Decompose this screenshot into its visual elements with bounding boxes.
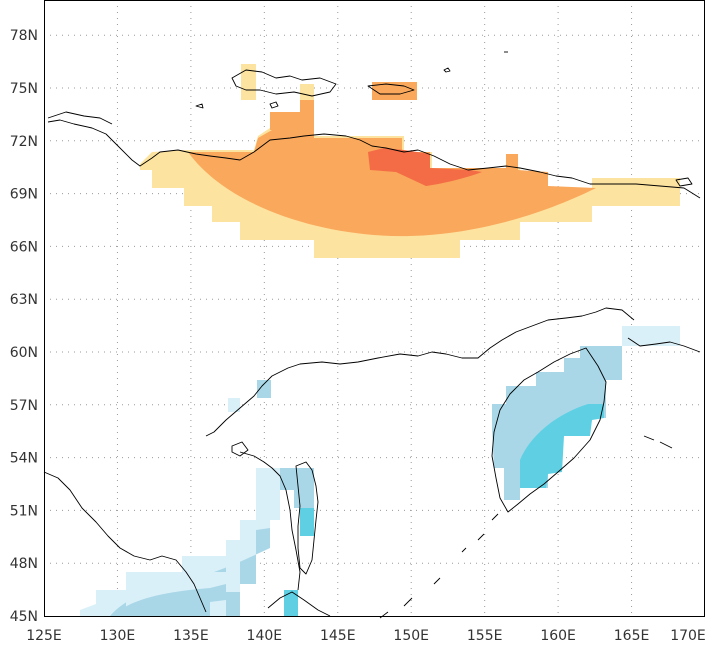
mainland-coastline: [43, 471, 207, 613]
arctic-isle-2: [269, 101, 279, 109]
y-tick-label: 57N: [10, 398, 38, 414]
x-tick-label: 165E: [614, 628, 650, 644]
new-siberian-islands-2: [367, 83, 415, 95]
y-tick-label: 60N: [10, 345, 38, 361]
x-tick-label: 160E: [540, 628, 576, 644]
kamchatka-pale-patch: [622, 326, 680, 346]
y-tick-label: 78N: [10, 28, 38, 44]
okhotsk-light-patch: [257, 380, 271, 398]
coastlines: [43, 51, 701, 619]
kuril-islands: [379, 513, 499, 619]
y-tick-label: 48N: [10, 556, 38, 572]
commander-islands: [643, 435, 673, 449]
x-tick-label: 130E: [100, 628, 136, 644]
sakhalin-strong-field: [300, 508, 314, 536]
warm-mid-patch-2: [270, 112, 300, 130]
x-tick-label: 150E: [393, 628, 429, 644]
new-siberian-islands: [231, 69, 337, 97]
arctic-isle-1: [195, 103, 204, 109]
cool-anomaly-region: [80, 326, 680, 616]
y-tick-label: 54N: [10, 451, 38, 467]
hokkaido-coastline: [267, 591, 331, 617]
chukotka-isle: [675, 177, 693, 187]
y-tick-label: 45N: [10, 609, 38, 625]
korea-pale-patch-2: [228, 398, 240, 412]
bennett-island: [443, 67, 451, 73]
x-tick-label: 170E: [670, 628, 705, 644]
warm-light-patch-1: [241, 64, 256, 100]
y-tick-label: 69N: [10, 187, 38, 203]
kamchatka-strong-field: [520, 404, 604, 488]
kamchatka-coastline: [491, 347, 607, 513]
x-tick-label: 135E: [173, 628, 209, 644]
korea-pale-patch: [226, 556, 240, 592]
sakhalin-coastline: [295, 461, 319, 575]
y-tick-label: 63N: [10, 292, 38, 308]
kamchatka-east-coast: [627, 337, 701, 353]
kamchatka-light-patch: [608, 346, 622, 380]
x-tick-label: 145E: [320, 628, 356, 644]
latitude-tick-labels: 45N 48N 51N 54N 57N 60N 63N 66N 69N 72N 75N 78N: [10, 28, 38, 625]
amur-coast: [239, 451, 301, 591]
hokkaido-strong-patch: [284, 590, 298, 616]
x-tick-label: 140E: [247, 628, 283, 644]
warm-light-patch-2: [300, 84, 314, 100]
longitude-tick-labels: 125E 130E 135E 140E 145E 150E 155E 160E 165E 170E: [26, 628, 705, 644]
sakhalin-light-field-2: [294, 490, 314, 508]
taymyr-islands: [47, 111, 113, 125]
y-tick-label: 75N: [10, 81, 38, 97]
x-tick-label: 125E: [26, 628, 62, 644]
arctic-coastline: [47, 119, 701, 199]
warm-strong-field: [368, 148, 482, 186]
y-tick-label: 51N: [10, 503, 38, 519]
warm-anomaly-region: [140, 64, 680, 258]
y-tick-label: 72N: [10, 134, 38, 150]
y-tick-label: 66N: [10, 239, 38, 255]
x-tick-label: 155E: [467, 628, 503, 644]
okhotsk-coastline: [205, 307, 635, 437]
